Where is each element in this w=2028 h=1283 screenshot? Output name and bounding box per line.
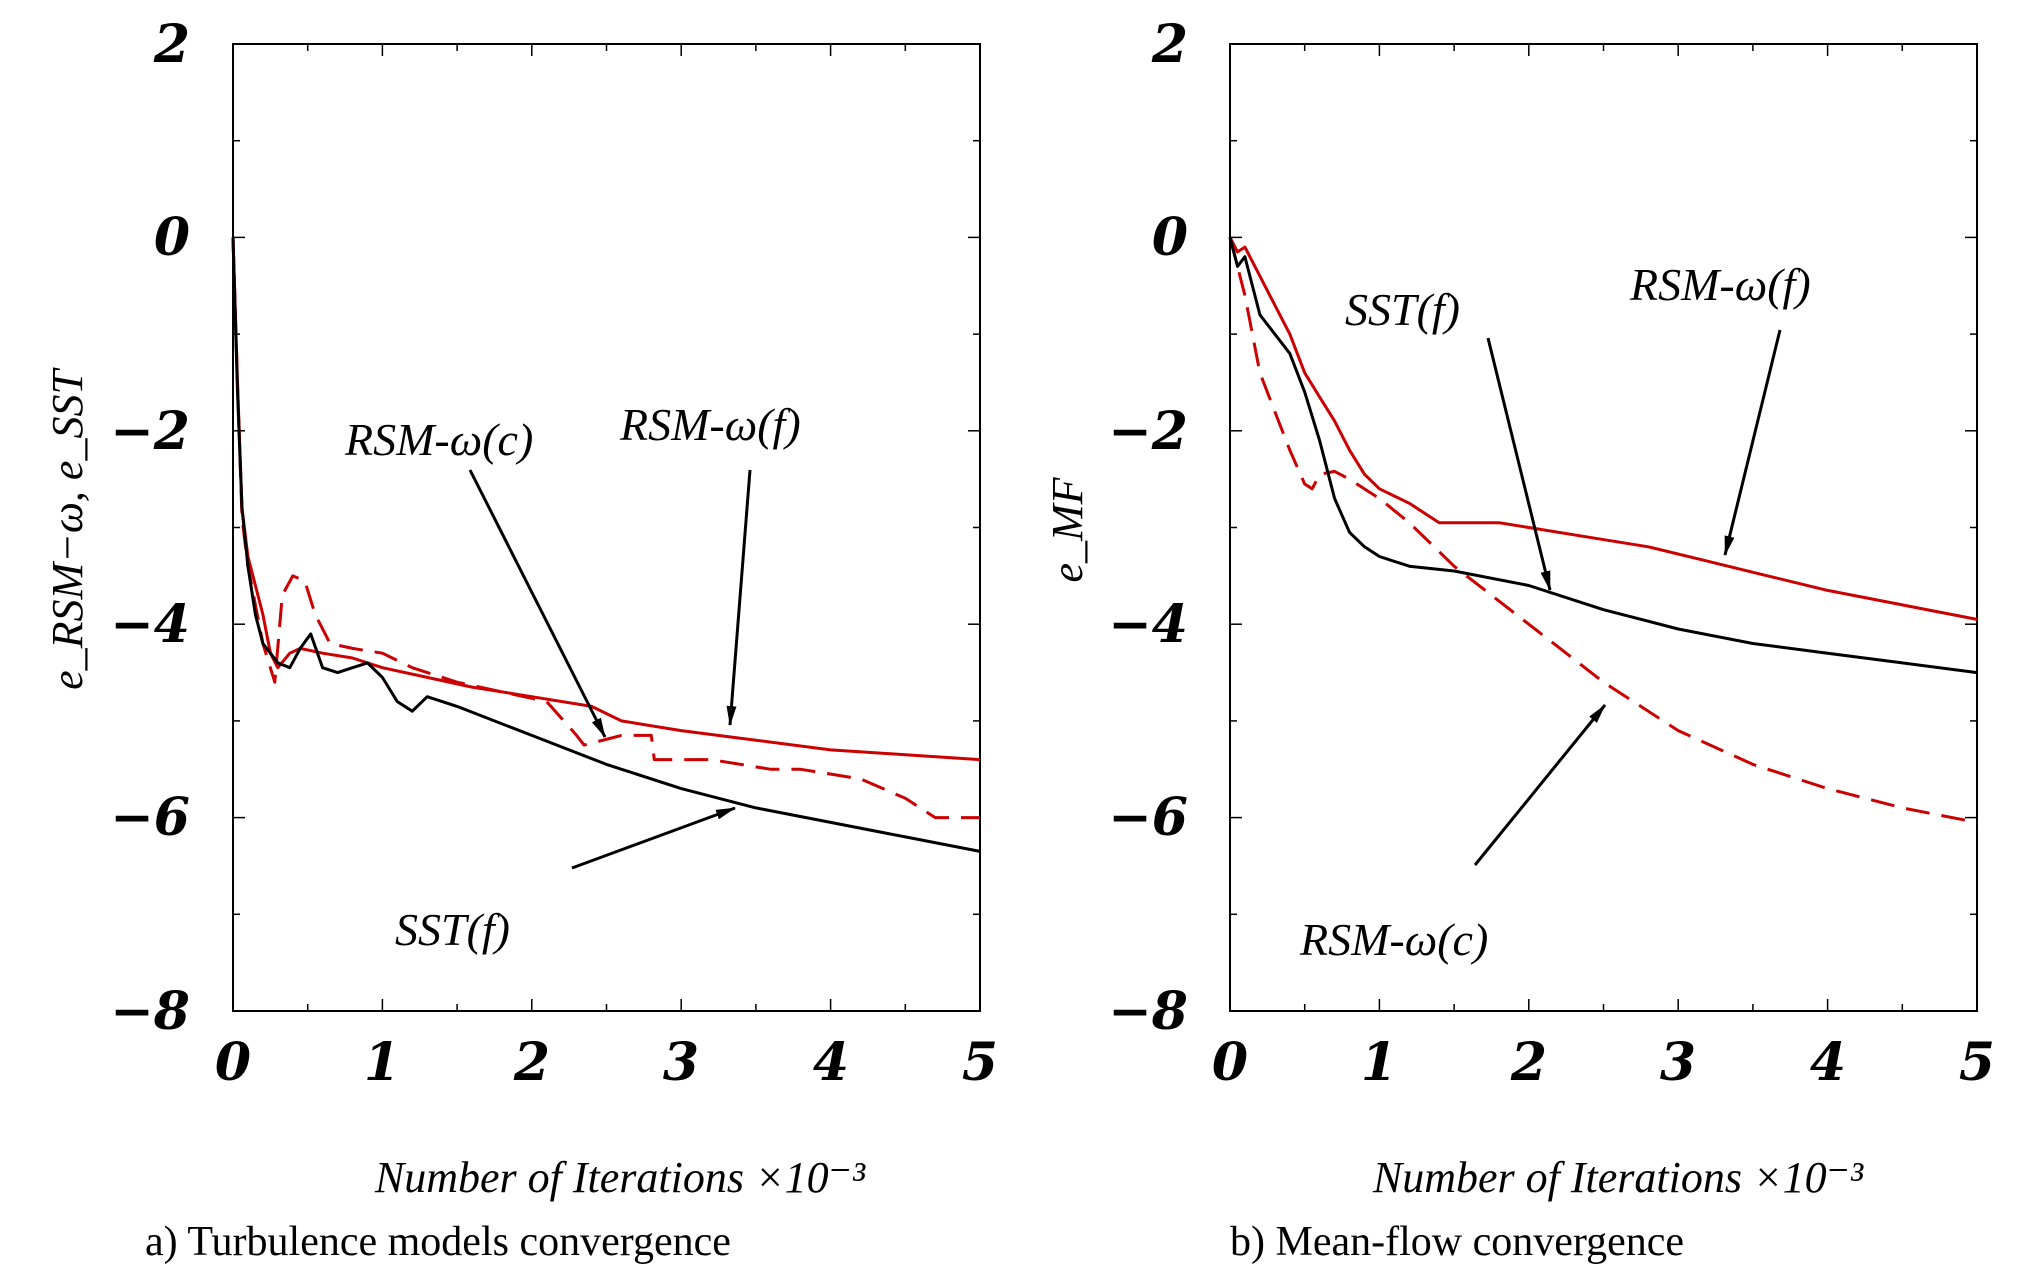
y-tick-label: −6 — [1108, 787, 1188, 848]
annotation-label: RSM-ω(f) — [619, 399, 801, 450]
x-tick-label: 4 — [1810, 1032, 1846, 1093]
chart-panel-b: 2 0 −2 −4 −6 −8 0 1 2 3 4 5 e_MF Number … — [1043, 14, 1995, 1265]
x-tick-label: 3 — [663, 1032, 699, 1093]
annotation-arrow — [1486, 337, 1552, 591]
y-tick-labels-b: 2 0 −2 −4 −6 −8 — [1108, 14, 1188, 1042]
x-tick-label: 0 — [1212, 1032, 1248, 1093]
y-tick-labels-a: 2 0 −2 −4 −6 −8 — [110, 14, 190, 1042]
annotation-arrow — [571, 806, 736, 870]
x-tick-label: 5 — [962, 1032, 998, 1093]
x-tick-label: 1 — [364, 1032, 400, 1093]
y-tick-label: −4 — [110, 594, 190, 655]
tick-marks-a — [232, 43, 981, 1012]
y-axis-title-b: e_MF — [1043, 476, 1092, 582]
caption-a: a) Turbulence models convergence — [145, 1219, 731, 1265]
x-tick-label: 0 — [215, 1032, 251, 1093]
series-line — [231, 237, 981, 853]
annotations-a: RSM-ω(c) RSM-ω(f) SST(f) — [344, 399, 801, 955]
x-tick-labels-a: 0 1 2 3 4 5 — [215, 1032, 998, 1093]
y-tick-label: −2 — [1108, 401, 1188, 462]
annotation-arrow — [1473, 704, 1607, 866]
annotations-b: SST(f) RSM-ω(f) RSM-ω(c) — [1299, 259, 1811, 965]
tick-marks-b — [1229, 43, 1978, 1012]
annotation-label: RSM-ω(c) — [344, 414, 533, 465]
series-line — [231, 237, 980, 820]
series-layer-b — [1228, 236, 1978, 824]
x-tick-label: 2 — [513, 1032, 550, 1093]
x-tick-label: 3 — [1660, 1032, 1696, 1093]
x-tick-label: 1 — [1361, 1032, 1397, 1093]
y-tick-label: −8 — [110, 981, 190, 1042]
annotation-arrow — [468, 469, 607, 738]
y-tick-label: 0 — [1152, 207, 1188, 268]
x-axis-title-b: Number of Iterations ×10⁻³ — [1372, 1153, 1864, 1202]
annotation-arrow — [726, 469, 752, 726]
y-tick-label: −8 — [1108, 981, 1188, 1042]
chart-panel-a: 2 0 −2 −4 −6 −8 0 1 2 3 4 5 e_RSM−ω, e_S… — [43, 14, 998, 1265]
x-axis-title-a: Number of Iterations ×10⁻³ — [374, 1153, 866, 1202]
y-tick-label: 0 — [154, 207, 190, 268]
y-tick-label: 2 — [153, 14, 190, 75]
x-tick-labels-b: 0 1 2 3 4 5 — [1212, 1032, 1995, 1093]
x-tick-label: 5 — [1959, 1032, 1995, 1093]
annotation-label: SST(f) — [395, 904, 510, 955]
x-tick-label: 4 — [813, 1032, 849, 1093]
y-tick-label: −6 — [110, 787, 190, 848]
annotation-label: RSM-ω(f) — [1629, 259, 1811, 310]
y-tick-label: 2 — [1151, 14, 1188, 75]
series-layer-a — [231, 237, 981, 853]
series-line — [1228, 237, 1978, 675]
y-tick-label: −4 — [1108, 594, 1188, 655]
x-tick-label: 2 — [1510, 1032, 1547, 1093]
plot-frame-a — [232, 43, 981, 1012]
annotation-label: SST(f) — [1345, 284, 1460, 335]
y-tick-label: −2 — [110, 401, 190, 462]
series-line — [1228, 236, 1978, 621]
y-axis-title-a: e_RSM−ω, e_SST — [43, 367, 92, 690]
plot-frame-b — [1229, 43, 1978, 1012]
caption-b: b) Mean-flow convergence — [1230, 1219, 1684, 1265]
annotation-label: RSM-ω(c) — [1299, 914, 1488, 965]
annotation-arrow — [1723, 329, 1782, 556]
series-line — [231, 237, 981, 762]
series-line — [1228, 237, 1978, 824]
